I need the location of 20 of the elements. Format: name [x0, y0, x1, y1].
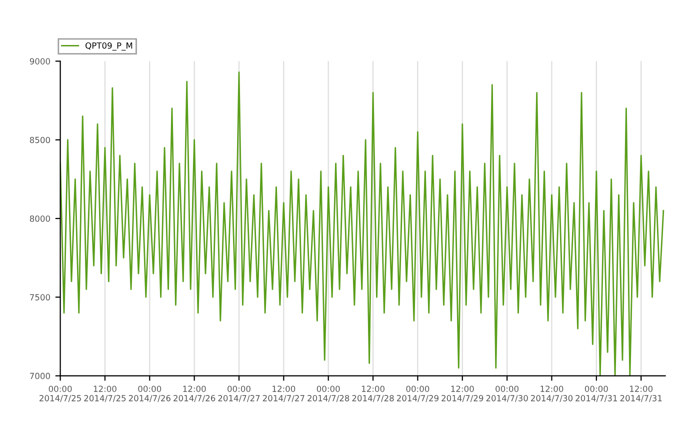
x-tick-label: 12:00 2014/7/28	[352, 386, 394, 402]
x-tick-label: 12:00 2014/7/26	[174, 386, 216, 402]
x-tick-label: 12:00 2014/7/30	[530, 386, 573, 402]
x-tick-label: 00:00 2014/7/31	[576, 386, 617, 402]
y-tick-label: 8500	[30, 136, 50, 144]
x-tick-label: 00:00 2014/7/29	[396, 386, 438, 402]
y-tick-label: 8000	[30, 215, 50, 222]
x-tick-label: 00:00 2014/7/30	[486, 386, 528, 402]
x-tick-label: 12:00 2014/7/27	[262, 386, 304, 402]
legend-label: QPT09_P_M	[86, 42, 132, 51]
x-tick-label: 12:00 2014/7/25	[84, 386, 126, 402]
x-tick-label: 00:00 2014/7/27	[218, 386, 260, 402]
x-tick-label: 00:00 2014/7/28	[308, 386, 350, 402]
x-tick-label: 00:00 2014/7/26	[128, 386, 170, 402]
x-tick-label: 12:00 2014/7/31	[620, 386, 662, 402]
y-tick-label: 7000	[30, 372, 50, 380]
y-tick-label: 9000	[30, 58, 50, 64]
x-tick-label: 00:00 2014/7/25	[40, 386, 81, 402]
x-tick-label: 12:00 2014/7/29	[442, 386, 484, 402]
y-tick-label: 7500	[30, 294, 50, 300]
